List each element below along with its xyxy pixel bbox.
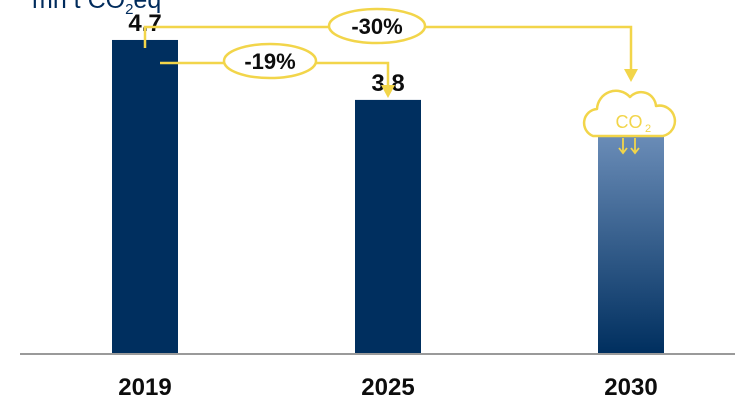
co2-cloud-icon: CO 2 [582, 89, 677, 155]
co2-icon-subscript: 2 [645, 123, 651, 135]
arrow-head [624, 69, 638, 82]
category-label-2030: 2030 [604, 374, 657, 401]
annotation-minus-19-bubble [222, 42, 318, 80]
bar-2019 [112, 39, 178, 353]
annotation-minus-19-label: -19% [244, 49, 295, 74]
bar-2025 [355, 99, 421, 353]
arrow-head [381, 85, 395, 98]
annotation-minus-30-label: -30% [351, 14, 402, 39]
category-label-2019: 2019 [118, 374, 171, 401]
bar-2030 [598, 133, 664, 353]
category-label-2025: 2025 [361, 374, 414, 401]
annotation-minus-30-bubble [327, 7, 427, 45]
unit-label: mn t CO2eq [32, 0, 162, 18]
co2-icon-text: CO [616, 112, 643, 132]
